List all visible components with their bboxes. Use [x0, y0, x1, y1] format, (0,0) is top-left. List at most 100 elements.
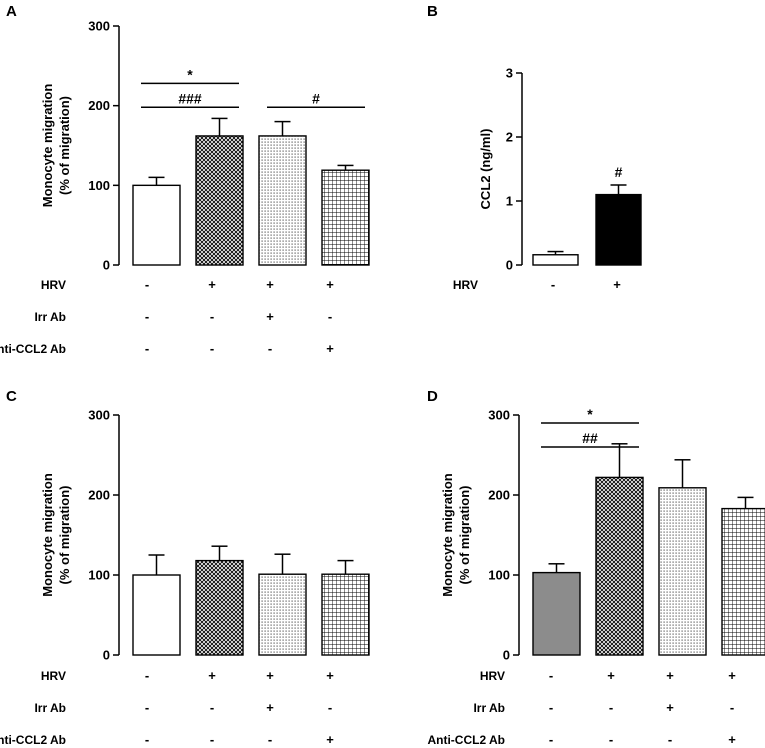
bar — [658, 487, 707, 656]
treatment-symbol: - — [145, 341, 149, 356]
panel-letter: D — [427, 388, 438, 405]
significance-label: ## — [582, 430, 598, 446]
treatment-symbol: - — [551, 277, 555, 292]
treatment-row-label: Irr Ab — [34, 310, 66, 324]
treatment-symbol: + — [607, 668, 615, 683]
treatment-row-label: Anti-CCL2 Ab — [0, 342, 66, 356]
treatment-symbol: - — [730, 700, 734, 715]
y-tick-label: 1 — [506, 194, 513, 209]
panel-b: B 0 1 2 3 CCL2 (ng/ml) # HRV - + — [427, 3, 642, 292]
y-axis-title: Monocyte migration — [40, 84, 55, 208]
treatment-row-label: HRV — [480, 669, 505, 683]
panel-letter: C — [6, 388, 17, 405]
y-axis-title: (% of migration) — [57, 486, 72, 585]
treatment-row-label: Anti-CCL2 Ab — [0, 733, 66, 747]
treatment-symbol: - — [145, 309, 149, 324]
y-axis-title: (% of migration) — [57, 96, 72, 195]
treatment-row-label: HRV — [41, 669, 66, 683]
treatment-row-label: Irr Ab — [34, 701, 66, 715]
y-tick-label: 2 — [506, 130, 513, 145]
treatment-symbol: + — [326, 668, 334, 683]
bar — [132, 184, 181, 266]
significance-label: # — [312, 90, 320, 106]
y-tick-label: 0 — [503, 648, 510, 663]
y-tick-label: 0 — [103, 648, 110, 663]
panel-a: A 0 100 200 300 Monocyte migration (% of migra… — [0, 3, 370, 356]
treatment-symbol: - — [328, 700, 332, 715]
bar — [195, 135, 244, 266]
panel-letter: A — [6, 3, 17, 20]
y-axis-title: Monocyte migration — [440, 473, 455, 597]
y-tick-label: 300 — [88, 19, 110, 34]
panel-c: C 0 100 200 300 Monocyte migration (% of migra… — [0, 388, 370, 747]
treatment-symbol: - — [549, 700, 553, 715]
y-tick-label: 300 — [88, 408, 110, 423]
bar — [595, 476, 644, 656]
y-tick-label: 100 — [88, 568, 110, 583]
treatment-symbol: + — [266, 668, 274, 683]
treatment-symbol: + — [208, 277, 216, 292]
significance-label: * — [587, 406, 593, 422]
treatment-symbol: - — [145, 732, 149, 747]
treatment-symbol: + — [266, 277, 274, 292]
treatment-symbol: - — [145, 668, 149, 683]
y-tick-label: 100 — [488, 568, 510, 583]
bar — [532, 571, 581, 656]
treatment-symbol: - — [210, 309, 214, 324]
treatment-symbol: + — [326, 277, 334, 292]
treatment-symbol: + — [728, 668, 736, 683]
bar — [721, 507, 765, 656]
treatment-symbol: - — [328, 309, 332, 324]
treatment-symbol: + — [666, 668, 674, 683]
treatment-symbol: + — [613, 277, 621, 292]
treatment-symbol: + — [208, 668, 216, 683]
panel-d: D 0 100 200 300 Monocyte migration (% of migra… — [427, 388, 765, 747]
treatment-symbol: + — [266, 309, 274, 324]
significance-label: ### — [178, 90, 202, 106]
panel-letter: B — [427, 3, 438, 20]
treatment-symbol: - — [668, 732, 672, 747]
y-tick-label: 300 — [488, 408, 510, 423]
bar — [321, 169, 370, 266]
treatment-symbol: - — [549, 668, 553, 683]
treatment-row-label: HRV — [453, 278, 478, 292]
treatment-symbol: - — [210, 700, 214, 715]
y-axis-title: Monocyte migration — [40, 473, 55, 597]
treatment-symbol: - — [145, 277, 149, 292]
bar — [532, 254, 579, 266]
treatment-symbol: - — [609, 700, 613, 715]
bar — [258, 573, 307, 656]
treatment-symbol: - — [609, 732, 613, 747]
treatment-symbol: + — [266, 700, 274, 715]
y-tick-label: 0 — [103, 258, 110, 273]
bar — [595, 193, 642, 266]
bar — [258, 135, 307, 266]
treatment-symbol: - — [268, 732, 272, 747]
treatment-symbol: - — [145, 700, 149, 715]
y-tick-label: 100 — [88, 178, 110, 193]
y-tick-label: 3 — [506, 66, 513, 81]
treatment-symbol: - — [268, 341, 272, 356]
treatment-row-label: HRV — [41, 278, 66, 292]
y-axis-title: (% of migration) — [457, 486, 472, 585]
y-axis-title: CCL2 (ng/ml) — [478, 129, 493, 210]
treatment-symbol: - — [210, 341, 214, 356]
y-tick-label: 200 — [88, 98, 110, 113]
treatment-symbol: + — [666, 700, 674, 715]
bar — [195, 559, 244, 656]
treatment-row-label: Irr Ab — [473, 701, 505, 715]
bar — [132, 574, 181, 656]
treatment-symbol: - — [549, 732, 553, 747]
y-tick-label: 200 — [488, 488, 510, 503]
treatment-symbol: + — [728, 732, 736, 747]
treatment-symbol: + — [326, 732, 334, 747]
y-tick-label: 0 — [506, 258, 513, 273]
treatment-symbol: - — [210, 732, 214, 747]
y-tick-label: 200 — [88, 488, 110, 503]
bar — [321, 573, 370, 656]
bar-significance-label: # — [615, 164, 623, 180]
treatment-symbol: + — [326, 341, 334, 356]
significance-label: * — [187, 66, 193, 82]
treatment-row-label: Anti-CCL2 Ab — [427, 733, 505, 747]
